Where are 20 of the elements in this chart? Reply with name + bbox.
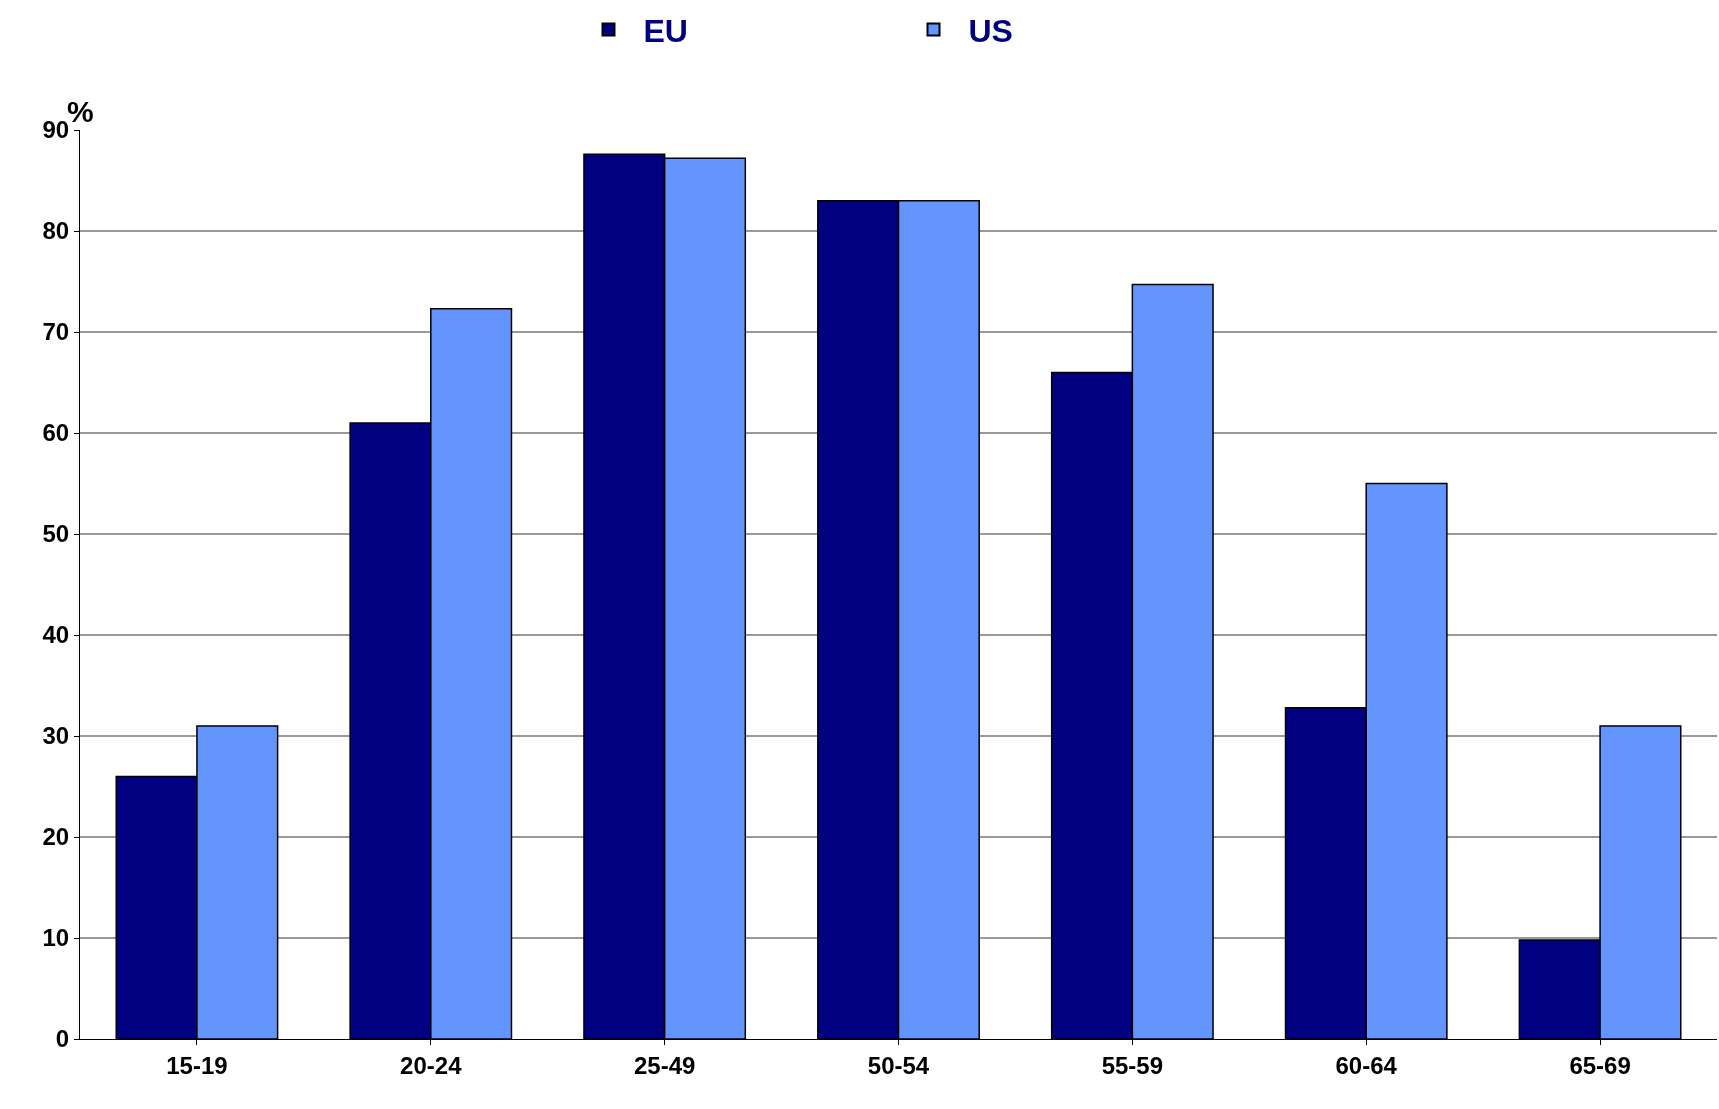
x-tick-label: 55-59: [1101, 1051, 1164, 1079]
y-tick-label: 70: [42, 318, 70, 346]
y-tick-label: 60: [42, 419, 70, 447]
y-tick-label: 90: [42, 116, 70, 144]
x-tick-label: 60-64: [1335, 1051, 1398, 1079]
y-tick-label: 40: [42, 621, 70, 649]
x-tick-label: 20-24: [400, 1051, 463, 1079]
legend-label: EU: [643, 13, 688, 50]
y-tick-label: 10: [42, 924, 70, 952]
y-axis-title: %: [67, 95, 94, 128]
x-tick-label: 25-49: [633, 1051, 696, 1079]
x-tick-label: 65-69: [1569, 1051, 1631, 1079]
y-tick-label: 50: [42, 520, 70, 548]
x-tick-label: 15-19: [166, 1051, 228, 1079]
x-tick-label: 50-54: [867, 1051, 930, 1079]
y-tick-label: 30: [42, 722, 70, 750]
y-tick-label: 0: [55, 1025, 70, 1053]
legend-label: US: [968, 13, 1013, 50]
y-tick-label: 20: [42, 823, 70, 851]
y-tick-label: 80: [42, 217, 70, 245]
